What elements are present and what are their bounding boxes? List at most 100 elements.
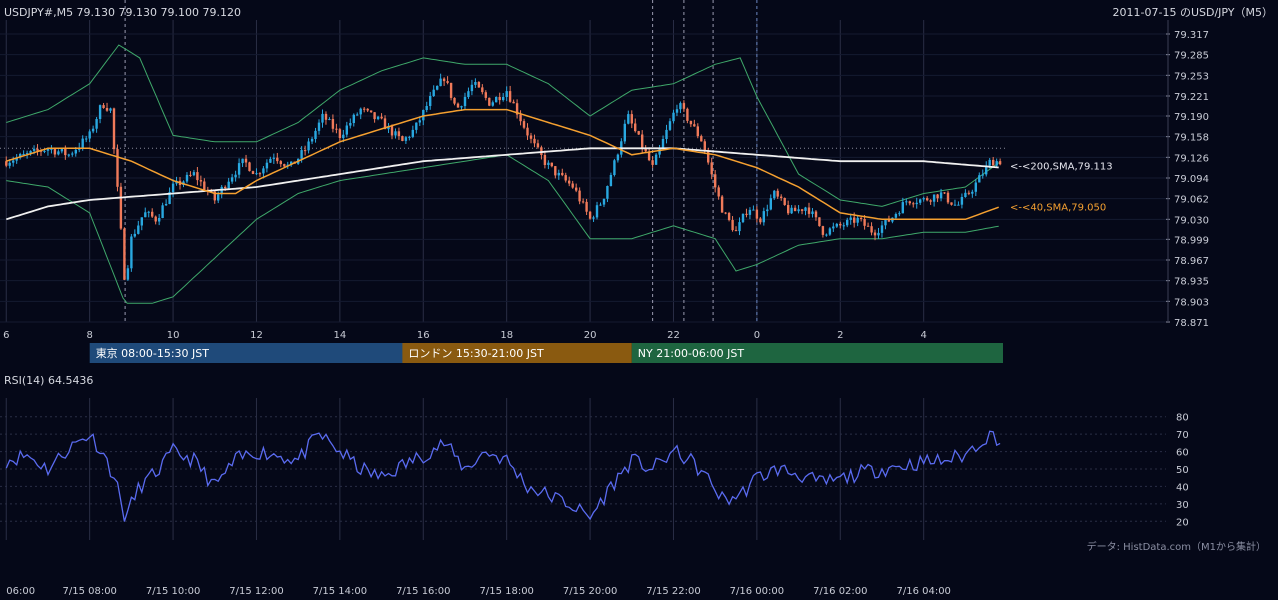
candle-body [675, 109, 679, 113]
candle-body [123, 228, 126, 280]
candle-body [526, 127, 529, 136]
candle-body [203, 181, 206, 190]
candle-body [985, 165, 988, 175]
candle-body [363, 108, 366, 110]
candle-body [25, 153, 29, 155]
candle-body [88, 131, 91, 139]
candle-body [303, 150, 307, 152]
candle-body [269, 158, 272, 163]
candle-body [762, 211, 765, 223]
candle-body [731, 220, 734, 231]
candle-body [797, 209, 800, 212]
candle-body [880, 225, 884, 233]
candle-body [119, 186, 123, 229]
candle-body [5, 161, 8, 166]
date-tick-label: 06:00 [6, 586, 35, 597]
candle-body [971, 191, 974, 194]
candle-body [495, 97, 498, 103]
candle-body [515, 103, 519, 115]
candle-body [787, 205, 790, 214]
candle-body [884, 219, 887, 226]
candle-body [498, 97, 501, 101]
candle-body [439, 78, 442, 87]
candle-body [43, 150, 46, 152]
session-label: NY 21:00-06:00 JST [638, 347, 745, 360]
candle-body [588, 211, 592, 219]
candle-body [57, 151, 60, 155]
candle-body [720, 196, 724, 213]
candle-body [832, 226, 835, 229]
candle-body [818, 217, 821, 227]
candle-body [960, 197, 964, 205]
candle-body [887, 219, 891, 222]
candle-body [258, 173, 262, 175]
candle-body [171, 183, 175, 193]
candle-body [581, 201, 585, 203]
price-tick-label: 79.317 [1174, 30, 1209, 41]
candle-body [338, 129, 342, 138]
candle-body [230, 177, 234, 182]
candle-body [144, 212, 147, 218]
price-tick-label: 79.285 [1174, 51, 1209, 62]
candle-body [481, 87, 484, 93]
candle-body [422, 110, 425, 121]
candle-body [943, 192, 946, 194]
candle-body [783, 198, 786, 205]
candle-body [835, 223, 838, 227]
candle-body [168, 192, 171, 204]
candle-body [992, 159, 995, 166]
price-tick-label: 78.999 [1174, 235, 1209, 246]
candle-body [870, 226, 873, 233]
candle-body [429, 96, 432, 106]
candle-body [32, 148, 36, 151]
candle-body [606, 186, 609, 199]
candle-body [467, 91, 470, 97]
price-tick-label: 78.967 [1174, 256, 1209, 267]
candle-body [519, 114, 522, 122]
candle-body [81, 138, 84, 148]
session-bar: 東京 08:00-15:30 JST ロンドン 15:30-21:00 JST NY… [89, 343, 1003, 363]
candle-body [74, 149, 77, 154]
date-tick-label: 7/16 04:00 [896, 586, 950, 597]
candle-body [60, 148, 64, 152]
candle-body [919, 199, 922, 203]
session-block [631, 343, 1003, 363]
hour-tick-label: 2 [837, 330, 843, 341]
hour-tick-label: 8 [87, 330, 93, 341]
candle-body [536, 143, 540, 148]
price-tick-label: 79.062 [1174, 195, 1209, 206]
candle-body [314, 130, 317, 139]
candle-body [668, 121, 672, 130]
candle-body [36, 148, 39, 151]
candle-body [998, 161, 1002, 165]
candle-body [116, 149, 119, 187]
candle-body [50, 148, 53, 150]
candle-body [703, 141, 706, 151]
price-tick-label: 79.221 [1174, 92, 1209, 103]
candle-body [602, 198, 606, 205]
date-tick-label: 7/16 02:00 [813, 586, 867, 597]
candle-body [390, 126, 394, 136]
candle-body [91, 128, 95, 132]
candle-body [540, 147, 543, 155]
candle-body [95, 119, 98, 129]
rsi-tick-label: 40 [1176, 482, 1189, 493]
candle-body [307, 141, 310, 151]
hour-tick-label: 14 [334, 330, 347, 341]
candle-body [752, 209, 755, 211]
hour-tick-label: 10 [167, 330, 180, 341]
price-tick-label: 79.158 [1174, 133, 1209, 144]
candle-body [425, 106, 428, 110]
candle-body [342, 134, 345, 139]
candle-body [828, 228, 832, 235]
candle-body [463, 96, 467, 107]
candle-body [300, 150, 303, 159]
candle-body [978, 175, 981, 183]
candle-body [932, 194, 936, 202]
candle-body [151, 211, 154, 217]
session-label: 東京 08:00-15:30 JST [96, 346, 210, 360]
candle-body [804, 207, 807, 211]
candle-body [356, 114, 359, 116]
candle-body [995, 161, 998, 166]
candle-body [366, 108, 369, 111]
